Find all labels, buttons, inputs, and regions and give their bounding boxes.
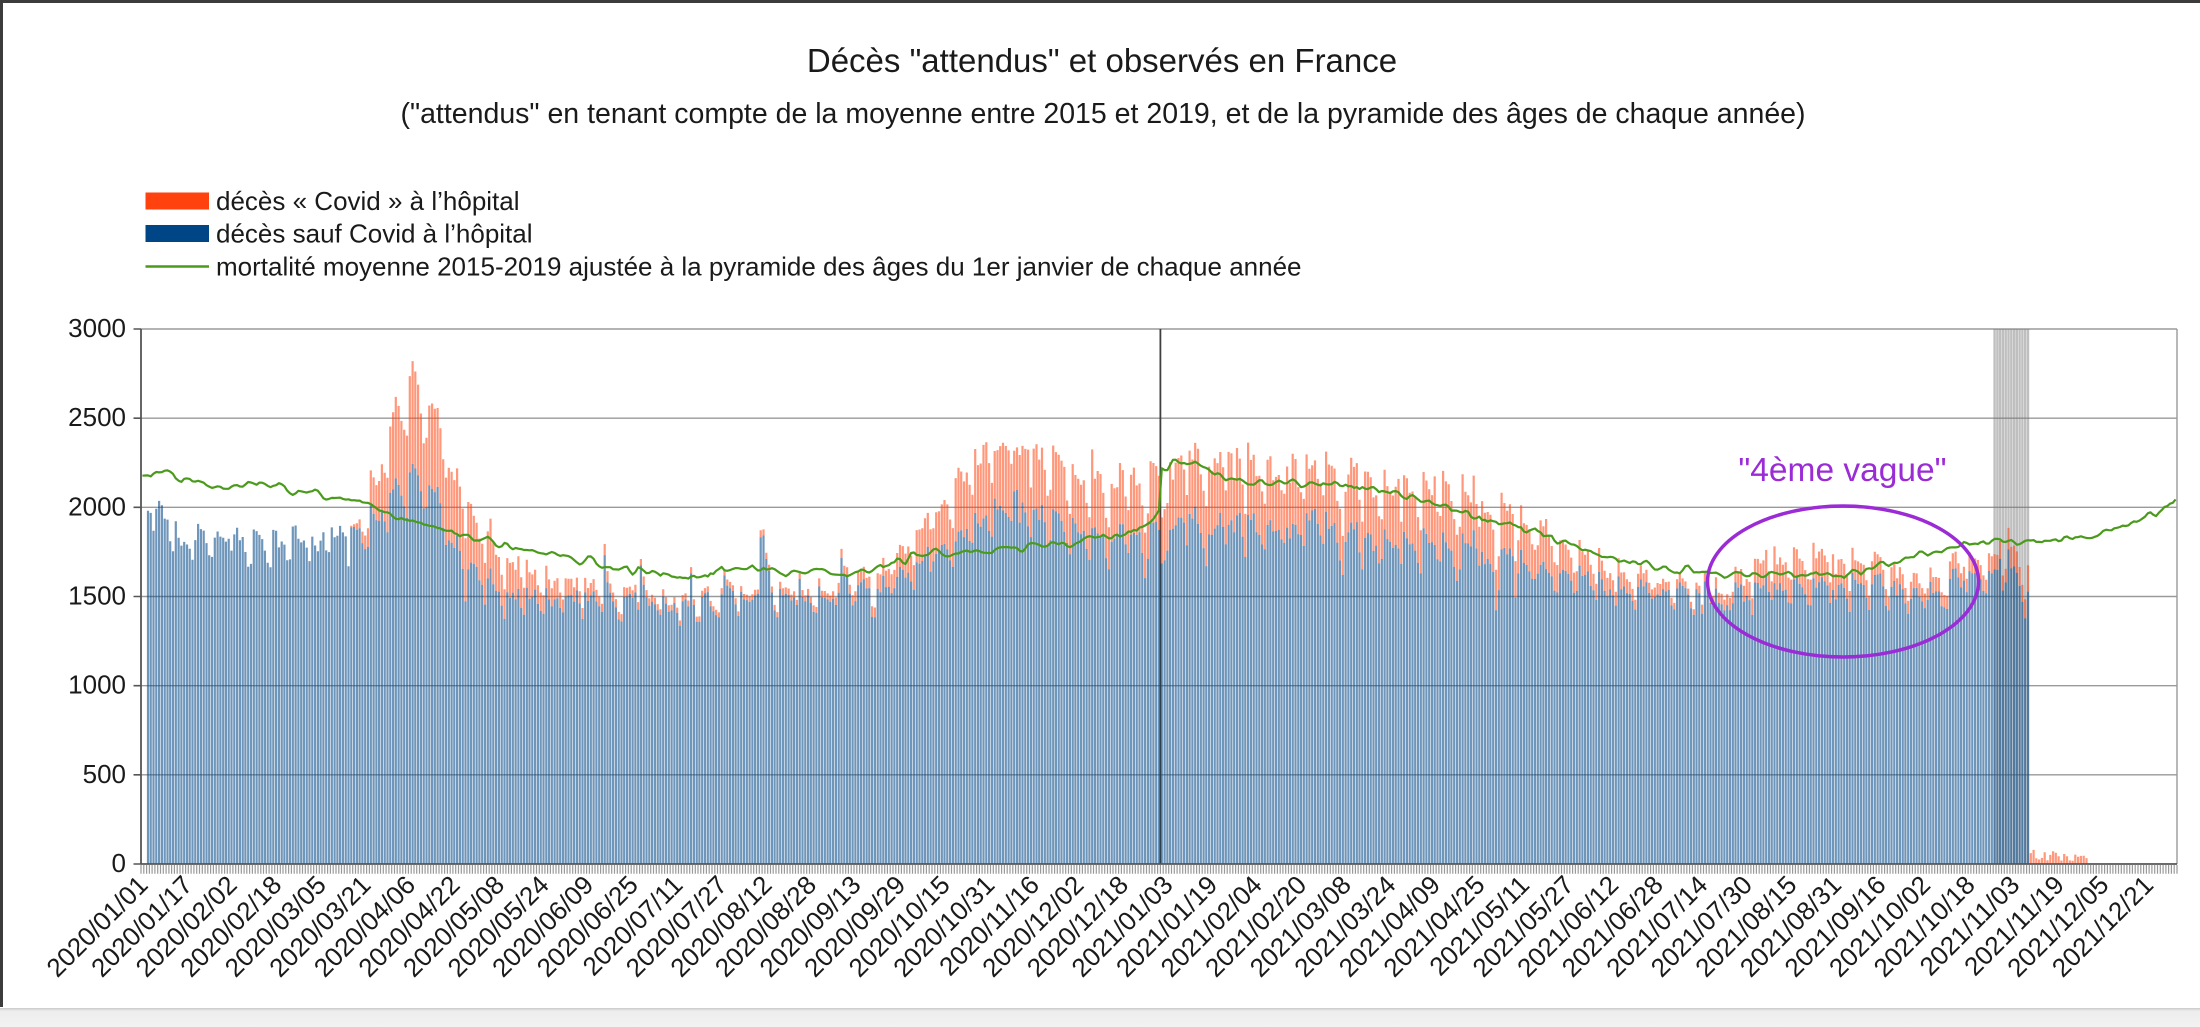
svg-text:décès sauf Covid à l’hôpital: décès sauf Covid à l’hôpital xyxy=(216,219,533,249)
svg-text:1500: 1500 xyxy=(68,581,126,611)
svg-text:décès « Covid » à l’hôpital: décès « Covid » à l’hôpital xyxy=(216,186,520,216)
svg-text:3000: 3000 xyxy=(68,313,126,343)
svg-text:mortalité moyenne 2015-2019 aj: mortalité moyenne 2015-2019 ajustée à la… xyxy=(216,252,1302,282)
svg-text:500: 500 xyxy=(83,759,126,789)
svg-text:Décès "attendus" et observés e: Décès "attendus" et observés en France xyxy=(807,42,1397,79)
svg-text:("attendus" en tenant compte d: ("attendus" en tenant compte de la moyen… xyxy=(400,98,1805,130)
svg-text:0: 0 xyxy=(112,848,126,878)
svg-text:"4ème vague": "4ème vague" xyxy=(1738,452,1946,489)
svg-text:2500: 2500 xyxy=(68,402,126,432)
svg-text:2000: 2000 xyxy=(68,491,126,521)
svg-text:1000: 1000 xyxy=(68,670,126,700)
